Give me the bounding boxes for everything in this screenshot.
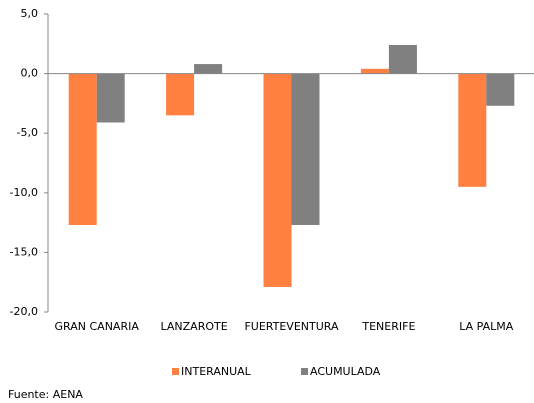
x-tick-label: TENERIFE <box>361 320 415 333</box>
bar <box>263 73 292 287</box>
source-note: Fuente: AENA <box>8 388 83 401</box>
legend-swatch <box>301 368 308 375</box>
x-tick-label: GRAN CANARIA <box>55 320 140 333</box>
bar <box>458 73 487 187</box>
x-tick-label: FUERTEVENTURA <box>244 320 339 333</box>
bar <box>486 73 515 106</box>
x-tick-label: LA PALMA <box>459 320 513 333</box>
y-tick-label: -20,0 <box>10 305 38 318</box>
y-tick-label: -10,0 <box>10 186 38 199</box>
x-tick-label: LANZAROTE <box>161 320 228 333</box>
y-tick-label: 5,0 <box>21 7 39 20</box>
legend-label: ACUMULADA <box>310 365 381 378</box>
y-tick-label: 0,0 <box>21 67 39 80</box>
legend-label: INTERANUAL <box>181 365 252 378</box>
bar <box>194 64 223 74</box>
bar <box>388 44 417 74</box>
y-tick-label: -15,0 <box>10 245 38 258</box>
bar <box>291 73 320 225</box>
bar <box>166 73 195 116</box>
bar <box>68 73 97 225</box>
legend-swatch <box>172 368 179 375</box>
bar <box>96 73 125 123</box>
y-tick-label: -5,0 <box>17 126 38 139</box>
bar <box>360 68 389 74</box>
